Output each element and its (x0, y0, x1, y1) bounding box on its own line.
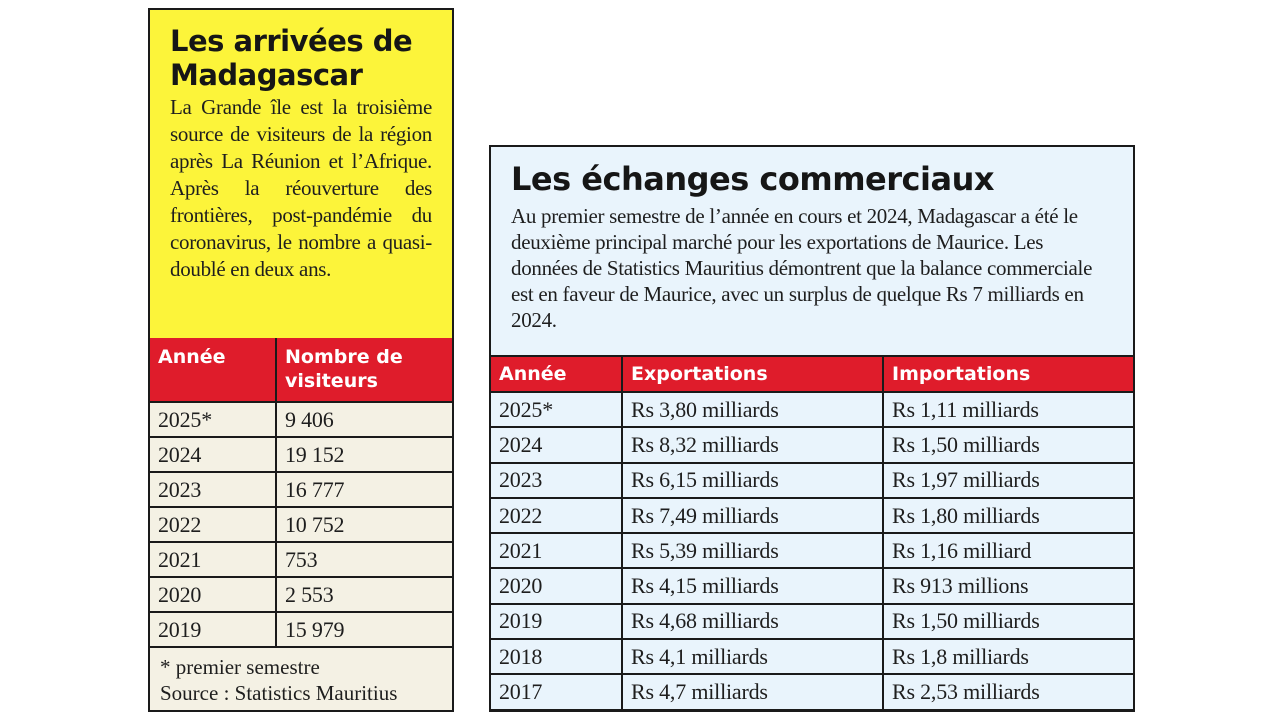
year-cell: 2019 (491, 603, 623, 641)
year-cell: 2025* (491, 392, 623, 429)
year-cell: 2018 (491, 639, 623, 676)
imports-cell: Rs 1,80 milliards (883, 497, 1133, 535)
table-row: 2019 15 979 (150, 612, 452, 648)
table-row: 2023 Rs 6,15 milliards Rs 1,97 milliards (491, 462, 1133, 499)
year-cell: 2024 (150, 437, 277, 473)
table-row: 2025* Rs 3,80 milliards Rs 1,11 milliards (491, 392, 1133, 429)
trade-description: Au premier semestre de l’année en cours … (511, 204, 1093, 332)
table-row: 2020 Rs 4,15 milliards Rs 913 millions (491, 568, 1133, 605)
exports-cell: Rs 4,7 milliards (622, 674, 884, 711)
year-cell: 2020 (150, 577, 277, 613)
visitors-cell: 2 553 (276, 577, 452, 613)
table-row: 2024 Rs 8,32 milliards Rs 1,50 milliards (491, 427, 1133, 464)
arrivals-table: Année Nombre de visiteurs 2025* 9 406 2024… (150, 338, 452, 648)
table-row: 2021 Rs 5,39 milliards Rs 1,16 milliard (491, 533, 1133, 570)
source-note: Source : Statistics Mauritius (160, 681, 398, 705)
arrivals-intro: Les arrivées de Madagascar La Grande île… (150, 10, 452, 338)
year-cell: 2022 (150, 507, 277, 543)
visitors-cell: 15 979 (276, 612, 452, 648)
imports-cell: Rs 1,16 milliard (883, 533, 1133, 570)
imports-cell: Rs 1,11 milliards (883, 392, 1133, 429)
exports-cell: Rs 3,80 milliards (622, 392, 884, 429)
exports-cell: Rs 5,39 milliards (622, 533, 884, 570)
year-cell: 2017 (491, 674, 623, 711)
trade-title: Les échanges commerciaux (511, 160, 994, 198)
column-header-year: Année (491, 356, 623, 393)
table-row: 2018 Rs 4,1 milliards Rs 1,8 milliards (491, 639, 1133, 676)
exports-cell: Rs 4,15 milliards (622, 568, 884, 605)
table-row: 2019 Rs 4,68 milliards Rs 1,50 milliards (491, 603, 1133, 641)
trade-panel: Les échanges commerciaux Au premier seme… (489, 145, 1135, 712)
table-header-row: Année Nombre de visiteurs (150, 338, 452, 403)
exports-cell: Rs 6,15 milliards (622, 462, 884, 499)
visitors-cell: 10 752 (276, 507, 452, 543)
table-row: 2017 Rs 4,7 milliards Rs 2,53 milliards (491, 674, 1133, 711)
trade-intro: Les échanges commerciaux Au premier seme… (491, 147, 1133, 355)
table-row: 2022 Rs 7,49 milliards Rs 1,80 milliards (491, 497, 1133, 535)
column-header-year: Année (150, 338, 277, 403)
imports-cell: Rs 913 millions (883, 568, 1133, 605)
year-cell: 2020 (491, 568, 623, 605)
trade-table-body: 2025* Rs 3,80 milliards Rs 1,11 milliards 2… (491, 392, 1133, 711)
imports-cell: Rs 1,50 milliards (883, 427, 1133, 464)
table-row: 2025* 9 406 (150, 402, 452, 438)
column-header-exports: Exportations (622, 356, 884, 393)
table-row: 2022 10 752 (150, 507, 452, 543)
table-row: 2023 16 777 (150, 472, 452, 508)
column-header-imports: Importations (883, 356, 1133, 393)
year-cell: 2021 (491, 533, 623, 570)
arrivals-table-body: 2025* 9 406 2024 19 152 2023 16 777 2022 10 752… (150, 402, 452, 648)
table-row: 2024 19 152 (150, 437, 452, 473)
exports-cell: Rs 8,32 milliards (622, 427, 884, 464)
visitors-cell: 753 (276, 542, 452, 578)
year-cell: 2022 (491, 497, 623, 535)
exports-cell: Rs 7,49 milliards (622, 497, 884, 535)
column-header-visitors: Nombre de visiteurs (276, 338, 452, 403)
arrivals-description: La Grande île est la troisième source de… (170, 95, 432, 281)
arrivals-title: Les arrivées de Madagascar (170, 24, 413, 92)
arrivals-panel: Les arrivées de Madagascar La Grande île… (148, 8, 454, 712)
year-cell: 2024 (491, 427, 623, 464)
arrivals-footer: * premier semestre Source : Statistics M… (150, 648, 452, 706)
table-header-row: Année Exportations Importations (491, 356, 1133, 393)
visitors-cell: 9 406 (276, 402, 452, 438)
table-row: 2020 2 553 (150, 577, 452, 613)
year-cell: 2021 (150, 542, 277, 578)
year-cell: 2025* (150, 402, 277, 438)
visitors-cell: 19 152 (276, 437, 452, 473)
footnote: * premier semestre (160, 655, 320, 679)
trade-table: Année Exportations Importations 2025* Rs … (491, 355, 1133, 711)
imports-cell: Rs 1,50 milliards (883, 603, 1133, 641)
imports-cell: Rs 2,53 milliards (883, 674, 1133, 711)
exports-cell: Rs 4,1 milliards (622, 639, 884, 676)
year-cell: 2023 (491, 462, 623, 499)
visitors-cell: 16 777 (276, 472, 452, 508)
year-cell: 2019 (150, 612, 277, 648)
table-row: 2021 753 (150, 542, 452, 578)
imports-cell: Rs 1,97 milliards (883, 462, 1133, 499)
imports-cell: Rs 1,8 milliards (883, 639, 1133, 676)
year-cell: 2023 (150, 472, 277, 508)
exports-cell: Rs 4,68 milliards (622, 603, 884, 641)
